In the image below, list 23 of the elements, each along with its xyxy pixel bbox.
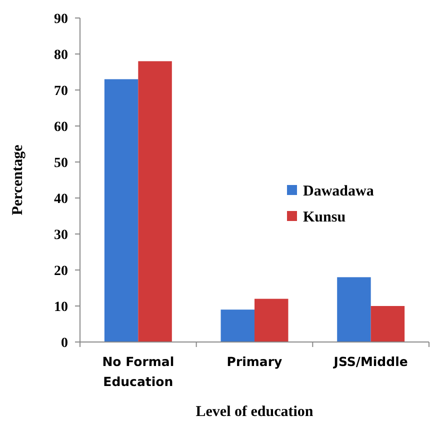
bar bbox=[337, 277, 371, 342]
y-tick-label: 40 bbox=[54, 192, 68, 207]
bar bbox=[254, 298, 288, 342]
legend-label: Kunsu bbox=[303, 209, 346, 226]
y-tick-label: 80 bbox=[54, 48, 68, 63]
y-tick-label: 20 bbox=[54, 264, 68, 279]
y-tick-label: 50 bbox=[54, 156, 68, 171]
legend-label: Dawadawa bbox=[303, 183, 374, 200]
x-tick-label: JSS/Middle bbox=[332, 354, 408, 369]
bar bbox=[138, 61, 172, 342]
bar bbox=[370, 306, 405, 342]
y-tick-label: 0 bbox=[61, 336, 68, 351]
y-tick-label: 90 bbox=[54, 12, 68, 27]
y-tick-label: 10 bbox=[54, 300, 68, 315]
y-tick-label: 70 bbox=[54, 84, 68, 99]
bar bbox=[220, 310, 254, 342]
x-axis-title: Level of education bbox=[196, 404, 314, 420]
x-tick-label: No Formal Education bbox=[102, 354, 174, 389]
x-tick-label: Primary bbox=[226, 354, 282, 369]
y-tick-label: 60 bbox=[54, 120, 68, 135]
y-axis-title: Percentage bbox=[10, 144, 26, 216]
bar bbox=[104, 79, 138, 342]
y-tick-label: 30 bbox=[54, 228, 68, 243]
